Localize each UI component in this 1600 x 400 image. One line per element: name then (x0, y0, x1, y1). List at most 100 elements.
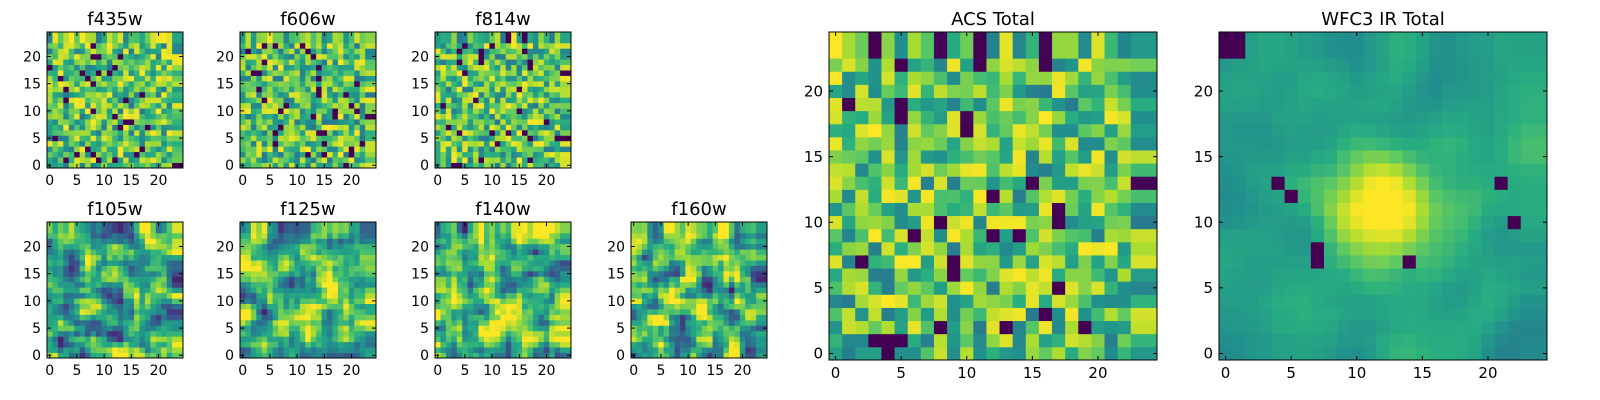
heatmap-cell (305, 162, 312, 169)
heatmap-cell (57, 287, 64, 294)
heatmap-cell (63, 70, 70, 76)
heatmap-cell (707, 232, 713, 239)
heatmap-cell (85, 276, 91, 283)
heatmap-cell (478, 270, 485, 277)
heatmap-cell (106, 222, 113, 228)
heatmap-cell (538, 287, 545, 294)
heatmap-cell (278, 32, 284, 38)
heatmap-cell (359, 270, 366, 277)
heatmap-cell (907, 320, 922, 335)
heatmap-cell (516, 254, 523, 261)
heatmap-cell (516, 232, 523, 239)
heatmap-cell (74, 341, 81, 348)
heatmap-cell (155, 75, 162, 82)
heatmap-cell (161, 108, 168, 114)
heatmap-cell (701, 352, 708, 359)
y-tick-label: 5 (420, 321, 429, 337)
heatmap-cell (842, 281, 856, 295)
heatmap-cell (652, 309, 659, 315)
heatmap-cell (473, 91, 479, 98)
heatmap-cell (68, 287, 75, 294)
heatmap-cell (117, 113, 124, 120)
heatmap-cell (543, 108, 550, 114)
heatmap-cell (516, 70, 523, 76)
heatmap-cell (144, 146, 151, 153)
heatmap-cell (440, 102, 447, 109)
heatmap-cell (947, 320, 961, 335)
heatmap-cell (723, 314, 730, 321)
heatmap-cell (63, 75, 70, 82)
heatmap-cell (68, 303, 75, 310)
heatmap-cell (718, 238, 724, 245)
heatmap-cell (1052, 202, 1066, 217)
heatmap-cell (240, 238, 246, 245)
heatmap-cell (641, 238, 648, 245)
heatmap-cell (489, 270, 496, 277)
heatmap-cell (63, 265, 70, 272)
heatmap-cell (134, 287, 140, 294)
heatmap-cell (294, 157, 301, 163)
heatmap-cell (150, 254, 157, 261)
heatmap-cell (855, 255, 869, 269)
heatmap-cell (123, 162, 129, 169)
heatmap-cell (63, 287, 70, 294)
heatmap-cell (440, 319, 447, 326)
heatmap-cell (538, 265, 545, 272)
heatmap-cell (445, 32, 452, 38)
heatmap-cell (305, 287, 312, 294)
x-tick-label: 0 (629, 363, 638, 379)
heatmap-cell (128, 336, 135, 343)
heatmap-cell (106, 53, 113, 60)
heatmap-cell (250, 227, 257, 234)
heatmap-cell (245, 129, 252, 136)
heatmap-cell (1117, 307, 1132, 322)
heatmap-cell (299, 265, 306, 272)
heatmap-cell (161, 314, 168, 321)
heatmap-cell (445, 347, 452, 353)
heatmap-cell (294, 254, 301, 261)
heatmap-cell (57, 91, 64, 98)
heatmap-cell (467, 276, 474, 283)
heatmap-cell (150, 64, 157, 71)
heatmap-cell (511, 303, 517, 310)
heatmap-cell (435, 86, 441, 93)
heatmap-cell (134, 37, 140, 44)
heatmap-cell (658, 303, 665, 310)
heatmap-cell (440, 303, 447, 310)
heatmap-cell (483, 42, 490, 49)
heatmap-cell (527, 314, 534, 321)
heatmap-cell (267, 113, 274, 120)
heatmap-cell (305, 341, 312, 348)
heatmap-cell (489, 157, 496, 163)
heatmap-cell (527, 227, 534, 234)
y-tick-label: 0 (616, 348, 625, 364)
heatmap-cell (354, 260, 361, 266)
heatmap-cell (1143, 307, 1158, 322)
axes-frame (46, 31, 184, 169)
heatmap-cell (155, 232, 162, 239)
heatmap-cell (679, 254, 686, 261)
heatmap-cell (560, 140, 566, 147)
heatmap-cell (745, 298, 752, 304)
heatmap-cell (299, 249, 306, 256)
heatmap-cell (47, 140, 53, 147)
heatmap-cell (95, 249, 102, 256)
heatmap-cell (57, 341, 64, 348)
heatmap-cell (299, 59, 306, 66)
heatmap-cell (712, 303, 719, 310)
heatmap-cell (47, 97, 53, 104)
heatmap-cell (134, 108, 140, 114)
heatmap-cell (473, 330, 479, 337)
heatmap-cell (101, 108, 108, 114)
heatmap-cell (177, 151, 184, 158)
heatmap-cell (85, 108, 91, 114)
heatmap-cell (250, 42, 257, 49)
heatmap-cell (343, 91, 350, 98)
heatmap-cell (973, 228, 987, 243)
heatmap-cell (647, 249, 654, 256)
heatmap-cell (456, 135, 463, 142)
heatmap-cell (960, 163, 974, 177)
heatmap-cell (365, 238, 371, 245)
heatmap-cell (47, 48, 53, 55)
heatmap-cell (321, 243, 328, 250)
